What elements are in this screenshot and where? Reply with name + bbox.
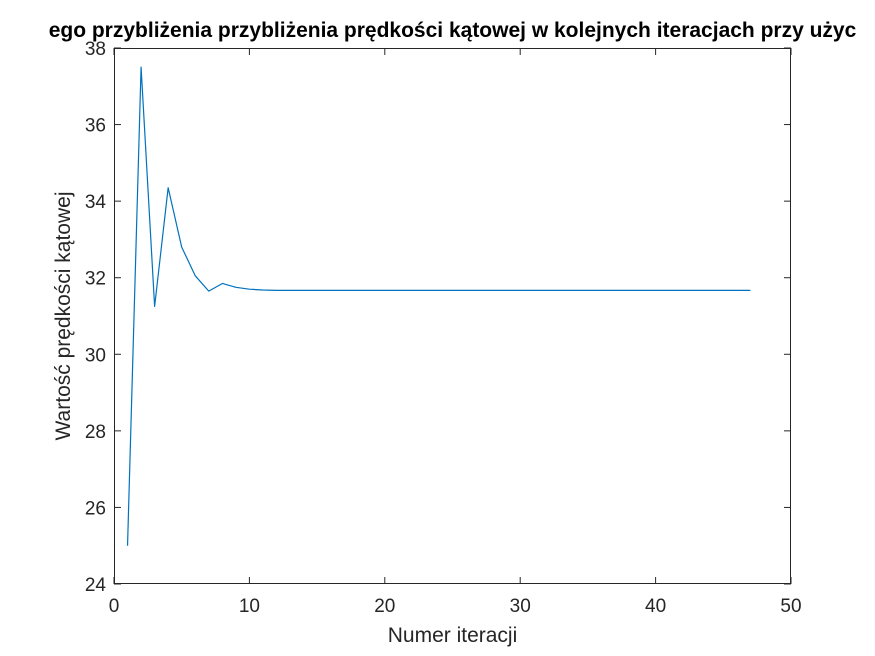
chart-title: ego przybliżenia przybliżenia prędkości … [49, 19, 857, 42]
plot-area [114, 48, 791, 584]
x-tick-label: 20 [374, 596, 395, 617]
y-axis-label: Wartość prędkości kątowej [52, 192, 75, 441]
x-tick-label: 30 [510, 596, 531, 617]
y-tick-label: 38 [85, 39, 106, 60]
y-tick-label: 30 [85, 345, 106, 366]
y-axis-ticks: 24 26 28 30 32 34 36 38 [85, 39, 791, 596]
y-tick-label: 36 [85, 116, 106, 137]
y-tick-label: 28 [85, 422, 106, 443]
x-tick-label: 0 [109, 596, 120, 617]
x-tick-label: 10 [239, 596, 260, 617]
x-axis-ticks: 0 10 20 30 40 50 [109, 48, 802, 617]
y-tick-label: 34 [85, 192, 107, 213]
x-tick-label: 40 [645, 596, 666, 617]
x-axis-label: Numer iteracji [388, 624, 518, 647]
series-layer [126, 66, 751, 546]
series-line-1 [126, 66, 751, 546]
axes-box [114, 48, 791, 584]
y-tick-label: 32 [85, 269, 106, 290]
y-tick-label: 26 [85, 498, 106, 519]
y-tick-label: 24 [85, 575, 107, 596]
x-tick-label: 50 [780, 596, 801, 617]
